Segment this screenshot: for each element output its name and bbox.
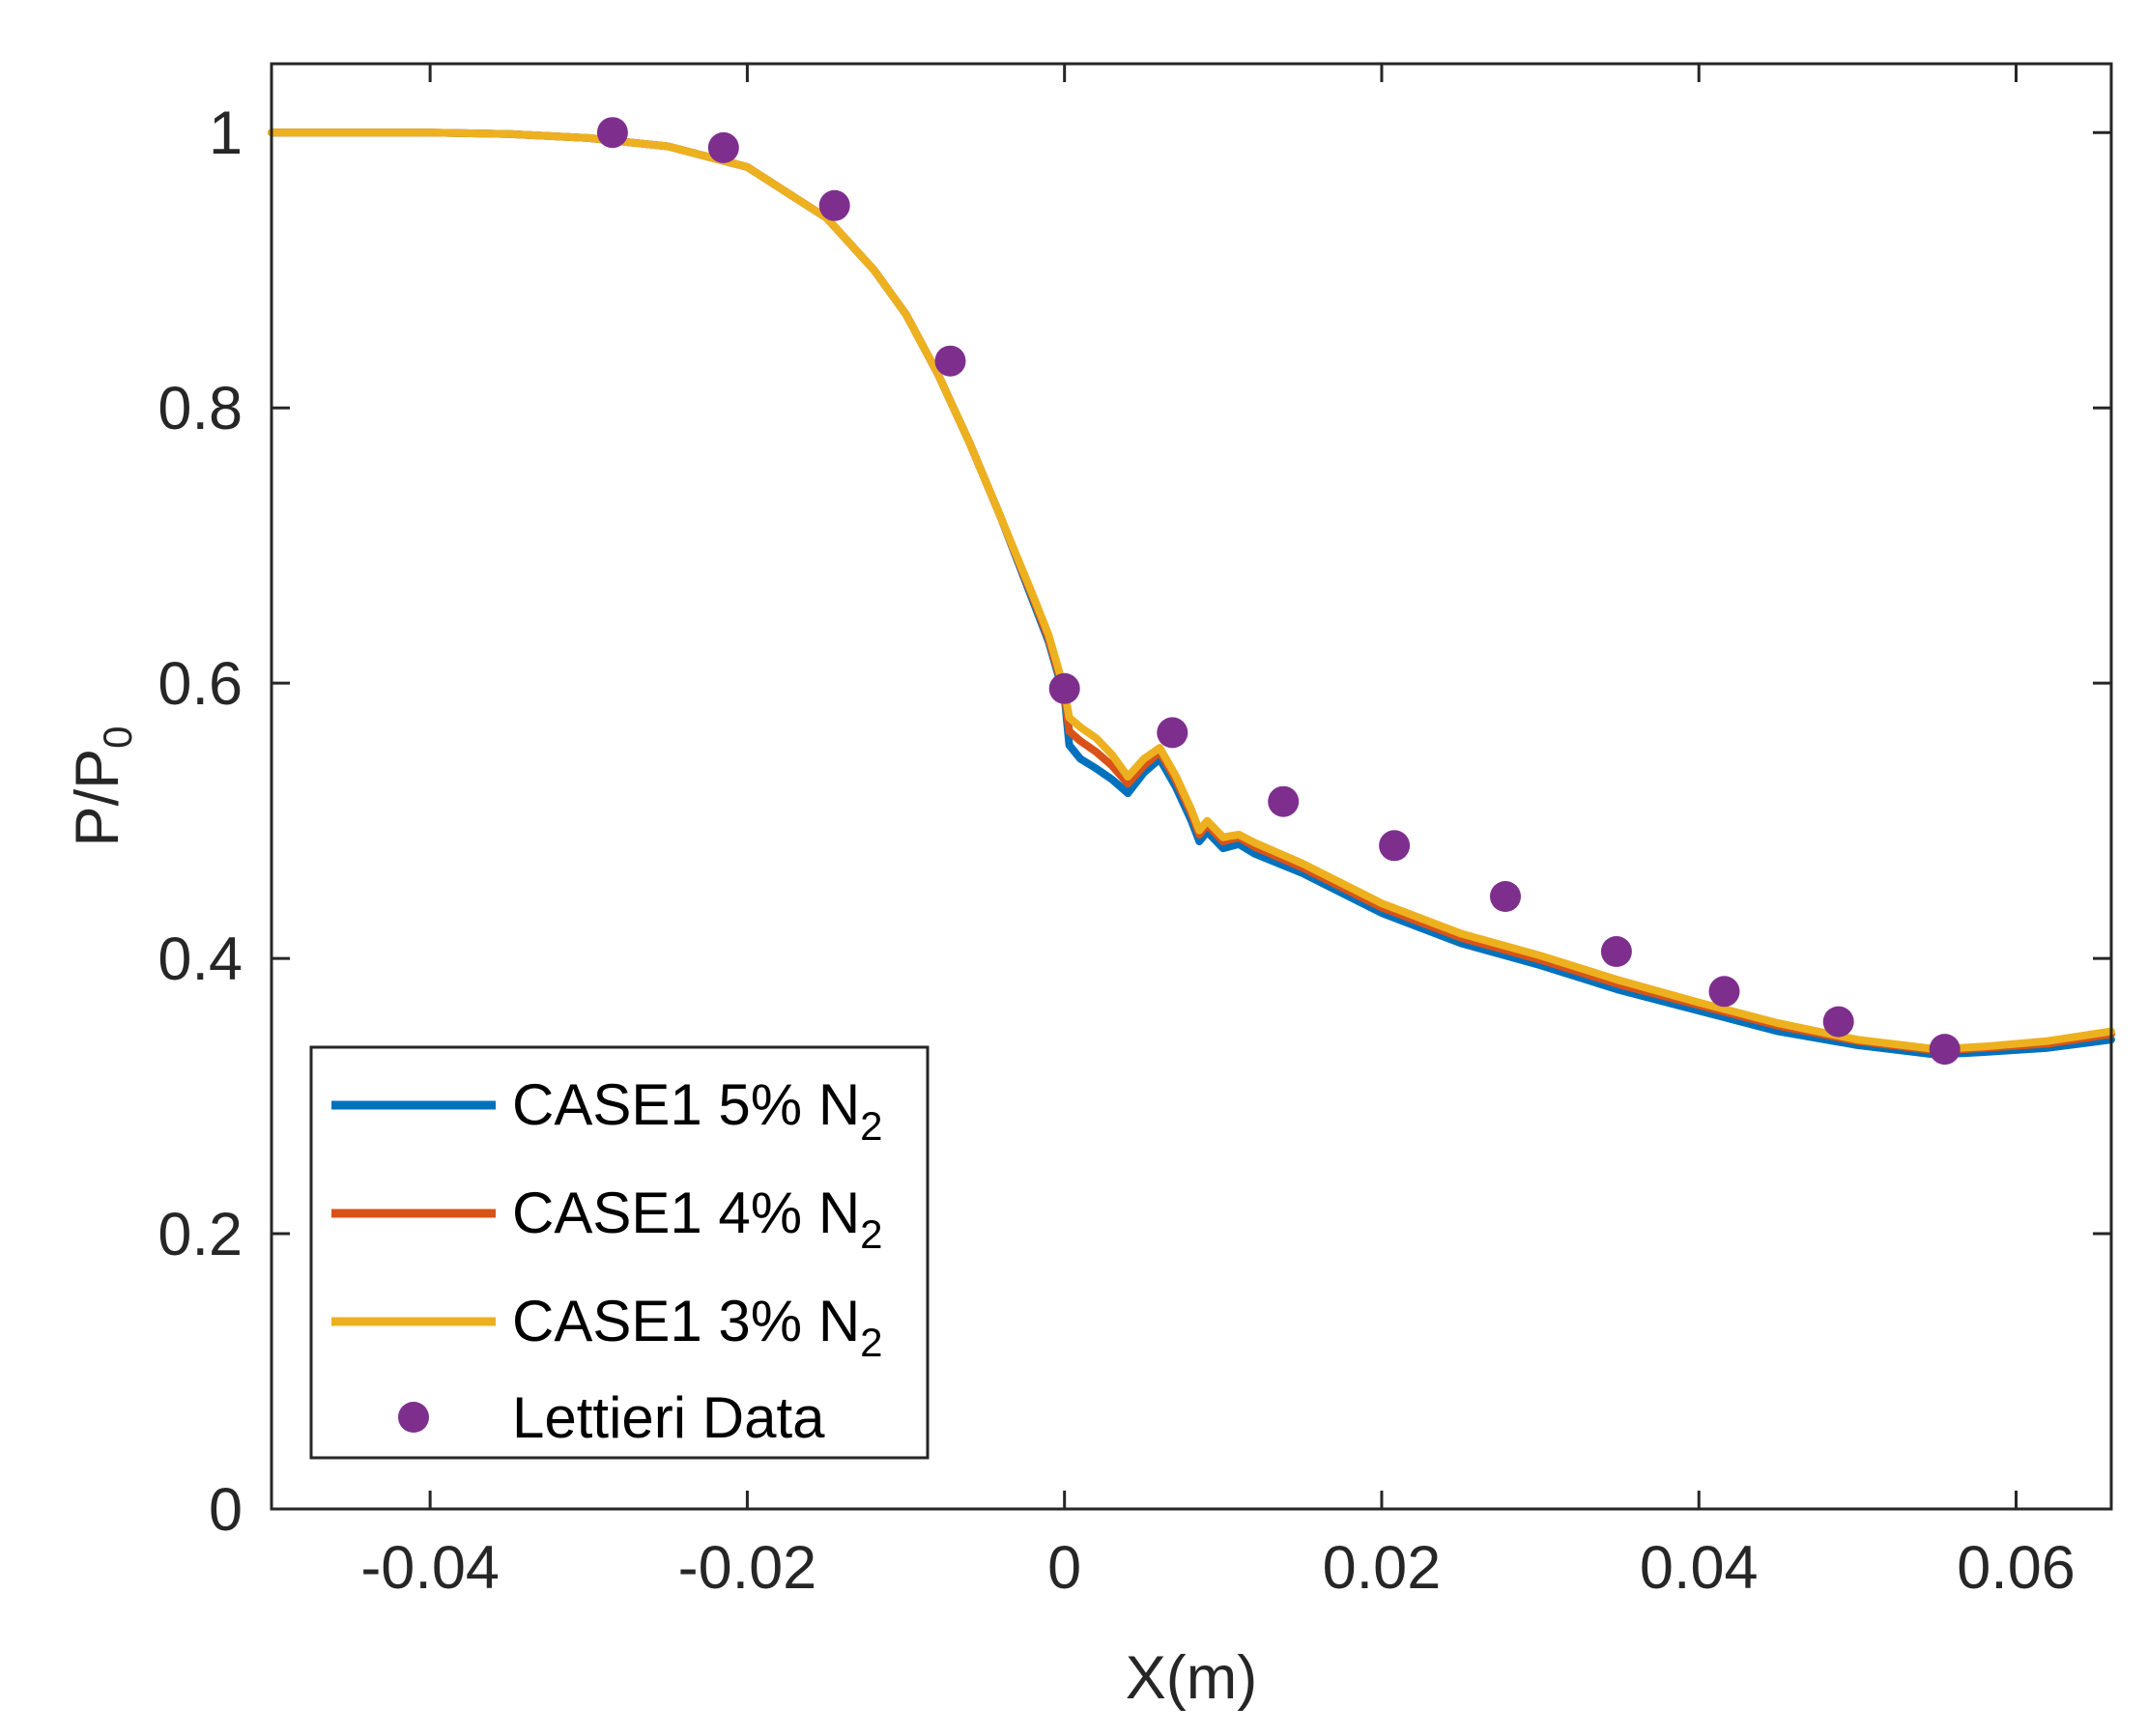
legend-label-lettieri: Lettieri Data: [512, 1385, 825, 1450]
y-tick-label: 0.4: [157, 925, 243, 993]
x-tick-label: 0.06: [1957, 1534, 2075, 1602]
lettieri-data-point: [1379, 830, 1411, 862]
legend-box: [309, 1045, 930, 1460]
legend-label-case1-3pct-sub: 2: [860, 1320, 882, 1365]
y-ticks: 0 0.2 0.4 0.6 0.8 1: [157, 100, 2111, 1544]
y-axis-label-sub: 0: [95, 726, 140, 749]
x-tick-label: -0.02: [678, 1534, 817, 1602]
legend-label-case1-4pct-main: CASE1 4% N: [512, 1181, 860, 1245]
x-tick-label: 0.04: [1640, 1534, 1759, 1602]
lettieri-data-point: [596, 117, 628, 149]
legend-label-case1-5pct-sub: 2: [860, 1103, 882, 1149]
lettieri-data-point: [1600, 936, 1632, 967]
x-tick-label: 0: [1047, 1534, 1081, 1602]
x-tick-label: 0.02: [1323, 1534, 1442, 1602]
legend-label-case1-4pct-sub: 2: [860, 1211, 882, 1257]
y-tick-label: 0.2: [157, 1201, 243, 1268]
legend-label-case1-5pct: CASE1 5% N2: [512, 1072, 883, 1149]
lettieri-data-point: [1268, 785, 1300, 817]
lettieri-data-point: [1157, 717, 1188, 749]
plot-frame: [270, 62, 2113, 1511]
y-tick-label: 0.8: [157, 375, 243, 442]
y-tick-label: 0: [209, 1476, 243, 1544]
lettieri-data-point: [1048, 672, 1080, 704]
legend-label-case1-4pct: CASE1 4% N2: [512, 1181, 883, 1257]
y-axis-label-main: P/P: [64, 749, 131, 847]
x-tick-label: -0.04: [360, 1534, 500, 1602]
legend: CASE1 5% N2 CASE1 4% N2 CASE1 3% N2 Lett…: [309, 1045, 930, 1460]
lettieri-data-point: [934, 345, 966, 377]
x-axis-label: X(m): [1126, 1644, 1257, 1712]
scatter-points: [596, 117, 1961, 1066]
legend-label-case1-3pct: CASE1 3% N2: [512, 1289, 883, 1365]
legend-label-case1-3pct-main: CASE1 3% N: [512, 1289, 860, 1353]
y-axis-label: P/P0: [64, 726, 140, 847]
lettieri-data-point: [707, 131, 739, 163]
y-tick-label: 0.6: [157, 650, 243, 718]
series-line-2: [268, 128, 2115, 1054]
x-ticks: -0.04 -0.02 0 0.02 0.04 0.06: [360, 64, 2075, 1602]
lettieri-data-point: [1708, 976, 1740, 1008]
lettieri-data-point: [818, 189, 850, 221]
legend-marker-lettieri: [398, 1402, 429, 1433]
legend-label-case1-5pct-main: CASE1 5% N: [512, 1072, 860, 1137]
lettieri-data-point: [1822, 1006, 1854, 1038]
series-lines: [268, 128, 2115, 1059]
lettieri-data-point: [1929, 1034, 1961, 1066]
lettieri-data-point: [1490, 881, 1521, 912]
y-tick-label: 1: [209, 100, 243, 167]
